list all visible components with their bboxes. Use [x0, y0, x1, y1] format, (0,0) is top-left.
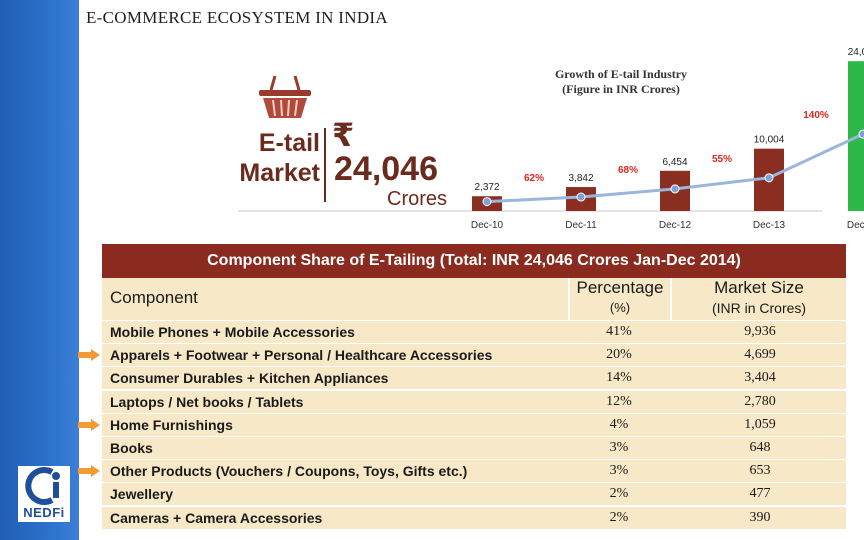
table-row: Cameras + Camera Accessories 2% 390: [102, 506, 846, 530]
table-row: Mobile Phones + Mobile Accessories 41% 9,9…: [102, 321, 846, 344]
component-name: Books: [110, 440, 153, 456]
column-header-market-size: Market Size (INR in Crores): [672, 278, 846, 321]
hero-label-line2: Market: [239, 159, 320, 187]
hero-value: 24,046: [334, 150, 438, 188]
table-row: Apparels + Footwear + Personal / Healthc…: [102, 344, 846, 368]
component-name: Mobile Phones + Mobile Accessories: [110, 324, 355, 340]
bar-value-label: 24,046: [848, 47, 864, 58]
component-name: Other Products (Vouchers / Coupons, Toys…: [110, 463, 468, 480]
column-header-market-size-label: Market Size: [714, 278, 804, 297]
table-row: Consumer Durables + Kitchen Appliances 14…: [102, 367, 846, 391]
growth-percent-label: 68%: [618, 165, 638, 176]
growth-chart: Growth of E-tail Industry (Figure in INR…: [238, 47, 864, 231]
hero-unit: Crores: [387, 188, 448, 210]
growth-percent-label: 55%: [712, 154, 732, 165]
x-tick-label: Dec-13: [753, 220, 786, 231]
nedfi-logo: NEDFi: [18, 466, 70, 522]
hero-label: E-tail Market: [228, 128, 320, 188]
column-header-percentage-label: Percentage: [576, 278, 664, 297]
column-header-component: Component: [102, 278, 568, 321]
bar-value-label: 3,842: [568, 173, 593, 184]
column-header-market-size-unit: (INR in Crores): [711, 300, 807, 316]
component-percentage: 12%: [606, 393, 632, 409]
hero-label-line1: E-tail: [258, 129, 320, 157]
column-header-percentage-unit: (%): [609, 300, 631, 315]
table-row: Laptops / Net books / Tablets 12% 2,780: [102, 390, 846, 414]
column-header-percentage: Percentage (%): [570, 278, 670, 321]
component-market-size: 3,404: [744, 370, 776, 386]
component-market-size: 390: [749, 509, 771, 525]
trend-point: [482, 197, 492, 207]
growth-percent-label: 140%: [803, 110, 829, 121]
left-accent-bar: [0, 0, 79, 540]
x-tick-label: Dec-10: [471, 220, 504, 231]
component-percentage: 3%: [609, 440, 629, 455]
growth-percent-label: 62%: [524, 173, 544, 184]
trend-point: [858, 129, 864, 139]
x-tick-label: Dec-11: [565, 220, 597, 231]
arrow-right-icon: [78, 465, 100, 478]
component-percentage: 14%: [606, 370, 632, 386]
arrow-right-icon: [78, 349, 100, 362]
component-name: Laptops / Net books / Tablets: [110, 393, 304, 410]
bar-value-label: 10,004: [754, 135, 785, 146]
column-header-component-label: Component: [110, 288, 198, 307]
component-market-size: 653: [749, 463, 771, 479]
component-name: Home Furnishings: [110, 416, 233, 433]
x-tick-label: Dec-12: [659, 220, 692, 231]
component-market-size: 1,059: [744, 416, 776, 432]
shopping-basket-icon: [259, 75, 311, 118]
logo-emblem-icon: [25, 467, 60, 505]
trend-point: [764, 173, 774, 183]
component-share-table: Component Share of E-Tailing (Total: INR…: [102, 244, 846, 530]
component-name: Jewellery: [110, 486, 174, 503]
component-percentage: 20%: [606, 347, 632, 363]
bar-value-label: 2,372: [474, 182, 499, 193]
chart-subtitle: (Figure in INR Crores): [562, 82, 680, 96]
x-tick-label: Dec-14: [847, 220, 864, 231]
component-market-size: 648: [749, 440, 771, 455]
table-title: Component Share of E-Tailing (Total: INR…: [102, 244, 846, 278]
component-market-size: 477: [749, 486, 771, 502]
arrow-right-icon: [78, 418, 100, 431]
table-row: Jewellery 2% 477: [102, 483, 846, 507]
table-row: Books 3% 648: [102, 437, 846, 460]
trend-point: [576, 192, 586, 202]
chart-title: Growth of E-tail Industry: [555, 67, 687, 81]
component-market-size: 9,936: [744, 324, 776, 339]
rupee-icon: ₹: [332, 116, 355, 154]
table-row: Other Products (Vouchers / Coupons, Toys…: [102, 460, 846, 484]
page-title: E-COMMERCE ECOSYSTEM IN INDIA: [86, 8, 388, 27]
component-market-size: 2,780: [744, 393, 776, 409]
hero-divider: [324, 128, 326, 202]
component-name: Cameras + Camera Accessories: [110, 509, 323, 526]
component-name: Consumer Durables + Kitchen Appliances: [110, 370, 389, 387]
component-percentage: 4%: [609, 416, 629, 432]
component-percentage: 2%: [609, 509, 629, 525]
component-percentage: 2%: [609, 486, 629, 502]
bar-value-label: 6,454: [662, 157, 687, 168]
component-name: Apparels + Footwear + Personal / Healthc…: [110, 347, 493, 364]
table-row: Home Furnishings 4% 1,059: [102, 413, 846, 437]
component-market-size: 4,699: [744, 347, 776, 363]
component-percentage: 41%: [606, 324, 632, 339]
trend-point: [670, 184, 680, 194]
logo-text: NEDFi: [23, 505, 65, 520]
component-percentage: 3%: [609, 463, 629, 479]
